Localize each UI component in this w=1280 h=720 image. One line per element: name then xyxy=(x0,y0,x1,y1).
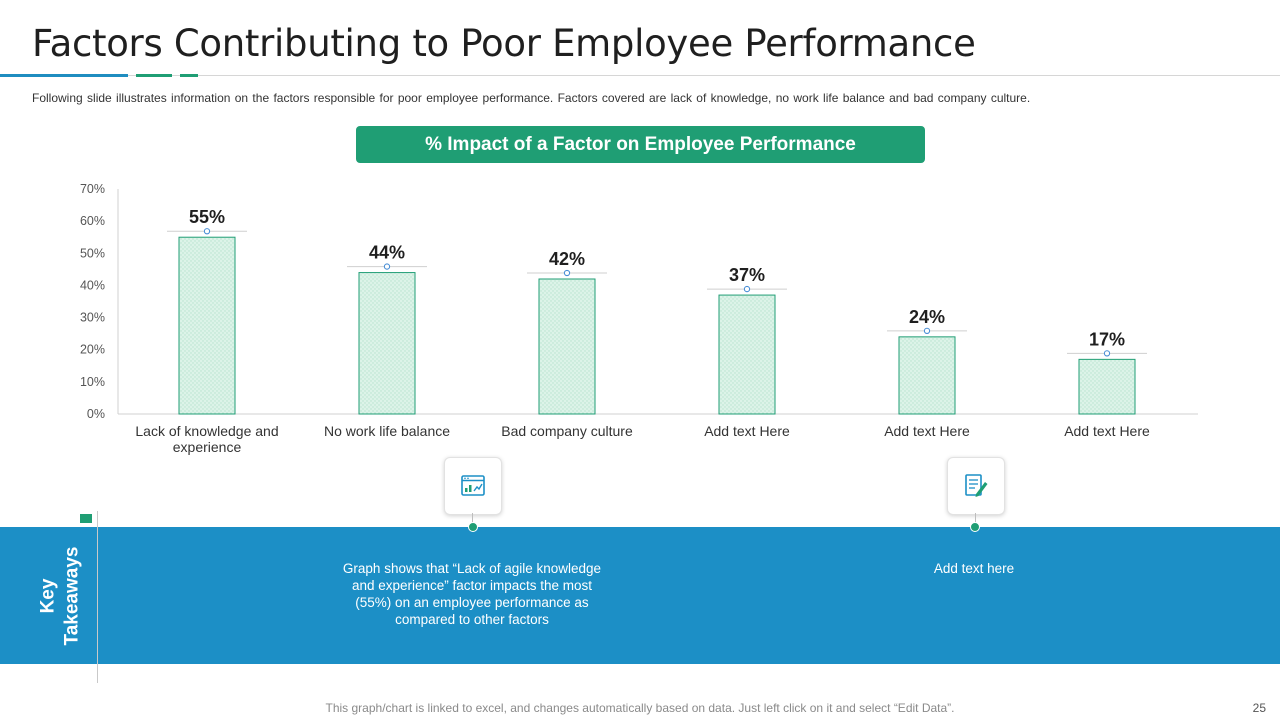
data-point-marker xyxy=(383,263,391,270)
x-tick-label: Lack of knowledge and xyxy=(135,423,278,439)
chart-report-icon-box xyxy=(444,457,502,515)
data-point-marker xyxy=(743,285,751,293)
takeaway-text-2: Add text here xyxy=(824,560,1124,577)
slide-description: Following slide illustrates information … xyxy=(32,91,1031,105)
accent-bar-1 xyxy=(0,74,128,77)
key-takeaways-band xyxy=(0,527,1280,664)
data-label: 24% xyxy=(909,307,945,327)
page-number: 25 xyxy=(1252,701,1266,715)
data-label: 37% xyxy=(729,265,765,285)
takeaways-divider xyxy=(97,511,98,683)
chart-title: % Impact of a Factor on Employee Perform… xyxy=(356,126,925,163)
takeaway-text-1: Graph shows that “Lack of agile knowledg… xyxy=(322,560,622,628)
x-tick-label: Add text Here xyxy=(884,423,970,439)
takeaway-1-line-2: and experience” factor impacts the most xyxy=(351,578,593,593)
x-tick-label: Bad company culture xyxy=(501,423,633,439)
page-title: Factors Contributing to Poor Employee Pe… xyxy=(32,22,976,65)
footer-note: This graph/chart is linked to excel, and… xyxy=(325,701,955,715)
data-label: 55% xyxy=(189,207,225,227)
data-point-marker xyxy=(203,228,211,235)
accent-bar-2 xyxy=(136,74,172,77)
data-label: 42% xyxy=(549,249,585,269)
document-edit-icon-box xyxy=(947,457,1005,515)
key-label-line-2: Takeaways xyxy=(61,546,83,645)
bar xyxy=(538,278,596,415)
x-tick-label: experience xyxy=(173,439,242,455)
takeaway-1-line-3: (55%) on an employee performance as xyxy=(355,595,589,610)
y-tick-label: 20% xyxy=(80,343,105,357)
bar xyxy=(178,236,236,415)
connector-line-2 xyxy=(975,513,976,523)
key-label-line-1: Key xyxy=(37,578,59,613)
bar xyxy=(358,272,416,415)
data-point-marker xyxy=(1103,350,1111,357)
data-point-marker xyxy=(563,269,571,277)
accent-bar-3 xyxy=(180,74,198,77)
bar xyxy=(1078,358,1136,415)
takeaway-1-line-1: Graph shows that “Lack of agile knowledg… xyxy=(342,561,602,576)
chart-report-icon xyxy=(461,475,485,496)
bar xyxy=(718,294,776,415)
connector-dot-1 xyxy=(468,522,478,532)
y-tick-label: 60% xyxy=(80,214,105,228)
y-tick-label: 40% xyxy=(80,278,105,292)
document-edit-icon xyxy=(965,474,988,497)
y-tick-label: 10% xyxy=(80,375,105,389)
data-label: 17% xyxy=(1089,329,1125,349)
y-tick-label: 70% xyxy=(80,182,105,196)
takeaway-2-line-1: Add text here xyxy=(933,561,1015,576)
connector-dot-2 xyxy=(970,522,980,532)
x-tick-label: Add text Here xyxy=(1064,423,1150,439)
bar-chart[interactable]: 0% 10% 20% 30% 40% 50% 60% 70% 55% Lack of knowle… xyxy=(0,170,1280,470)
y-tick-label: 0% xyxy=(87,407,105,421)
y-tick-label: 30% xyxy=(80,311,105,325)
key-takeaways-label: Key Takeaways xyxy=(20,527,100,664)
takeaway-1-line-4: compared to other factors xyxy=(395,612,549,627)
data-point-marker xyxy=(923,327,931,335)
x-tick-label: No work life balance xyxy=(324,423,450,439)
connector-line-1 xyxy=(472,513,473,523)
green-marker xyxy=(80,514,92,523)
y-tick-label: 50% xyxy=(80,246,105,260)
x-tick-label: Add text Here xyxy=(704,423,790,439)
data-label: 44% xyxy=(369,243,405,263)
title-underline xyxy=(0,75,1280,76)
bar xyxy=(898,336,956,415)
